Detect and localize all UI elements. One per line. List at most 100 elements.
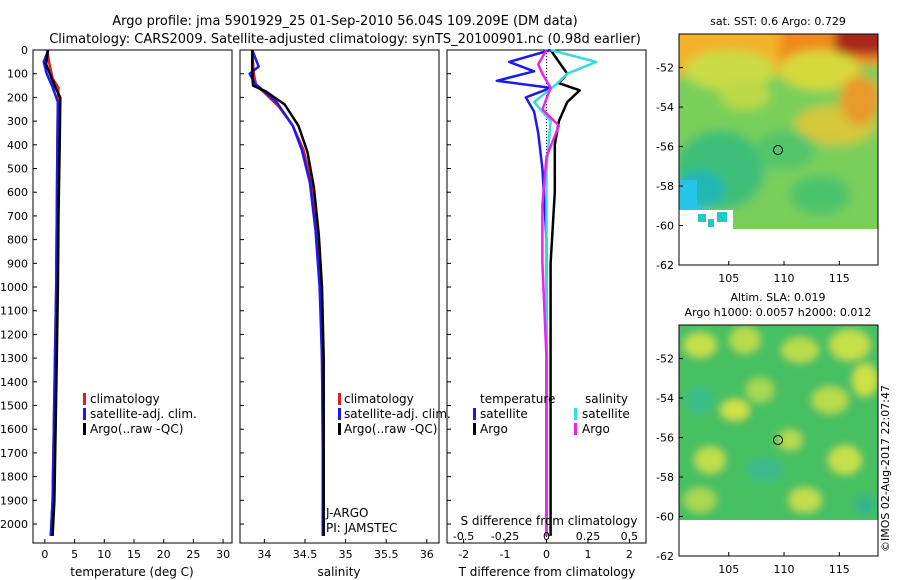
lat-tick-label: -60 xyxy=(656,220,674,233)
x-tick-label: 35.5 xyxy=(374,548,399,561)
legend-label-sal-satellite: satellite xyxy=(582,407,630,421)
lat-tick-label: -56 xyxy=(656,141,674,154)
x-tick-label: 5 xyxy=(71,548,78,561)
temperature-plot-frame xyxy=(32,49,233,544)
legend-swatch-argo xyxy=(338,423,341,435)
lat-tick-label: -60 xyxy=(656,511,674,524)
depth-tick-label: 1100 xyxy=(0,305,28,318)
lat-tick-label: -58 xyxy=(656,471,674,484)
depth-tick-label: 800 xyxy=(7,234,28,247)
salinity-xlabel: salinity xyxy=(317,565,360,579)
legend-swatch-satellite xyxy=(83,408,86,420)
argo-location-marker xyxy=(773,435,783,445)
x-tick-label: 34.5 xyxy=(293,548,318,561)
sst-map-title: sat. SST: 0.6 Argo: 0.729 xyxy=(710,15,846,28)
series-line xyxy=(532,48,598,536)
legend-swatch-climatology xyxy=(83,393,86,405)
difference-xlabel: T difference from climatology xyxy=(458,565,636,579)
sst-map-axes: 105 110 115 -52 -54 -56 -58 -60 -62 xyxy=(656,62,850,285)
depth-tick-label: 1500 xyxy=(0,400,28,413)
legend-title-salinity: salinity xyxy=(585,392,628,406)
legend-swatch-sal-satellite xyxy=(574,408,577,420)
difference-series xyxy=(495,48,598,536)
legend-swatch-satellite xyxy=(338,408,341,420)
x-tick-label: -2 xyxy=(458,548,469,561)
s-tick-label: 0 xyxy=(543,530,550,543)
salinity-x-axis: 34 34.5 35 35.5 36 xyxy=(257,539,434,561)
lat-tick-label: -56 xyxy=(656,432,674,445)
lat-tick-label: -62 xyxy=(656,550,674,563)
x-tick-label: 30 xyxy=(216,548,230,561)
series-line xyxy=(248,49,325,536)
depth-tick-label: 1000 xyxy=(0,281,28,294)
copyright-stamp: ©IMOS 02-Aug-2017 22:07:47 xyxy=(879,385,892,552)
x-tick-label: 36 xyxy=(420,548,434,561)
depth-tick-label: 1600 xyxy=(0,423,28,436)
lat-tick-label: -54 xyxy=(656,392,674,405)
annotation-jargo: J-ARGO xyxy=(325,506,368,520)
lat-tick-label: -52 xyxy=(656,62,674,75)
temperature-xlabel: temperature (deg C) xyxy=(70,565,193,579)
legend-swatch-argo xyxy=(83,423,86,435)
depth-tick-label: 1200 xyxy=(0,328,28,341)
depth-tick-label: 900 xyxy=(7,257,28,270)
annotation-pi: PI: JAMSTEC xyxy=(326,521,397,535)
salinity-plot-frame xyxy=(239,49,440,544)
legend-label-argo: Argo(..raw -QC) xyxy=(90,422,183,436)
lon-tick-label: 110 xyxy=(774,272,795,285)
x-tick-label: 1 xyxy=(584,548,591,561)
legend-label-sal-argo: Argo xyxy=(582,422,610,436)
salinity-legend: climatology satellite-adj. clim. Argo(..… xyxy=(338,392,451,436)
sst-land-mask xyxy=(679,210,878,265)
legend-swatch-temp-argo xyxy=(473,423,476,435)
x-tick-label: -1 xyxy=(500,548,511,561)
difference-legend: temperature salinity satellite Argo sate… xyxy=(473,392,630,436)
sst-map-frame xyxy=(678,33,879,266)
x-tick-label: 35 xyxy=(339,548,353,561)
difference-s-ticks: -0.5 -0.25 0 0.25 0.5 xyxy=(453,530,638,543)
x-tick-label: 25 xyxy=(186,548,200,561)
series-line xyxy=(250,50,325,536)
series-line xyxy=(536,49,561,536)
depth-tick-label: 2000 xyxy=(0,518,28,531)
sla-map-axes: 105 110 115 -52 -54 -56 -58 -60 -62 xyxy=(656,353,850,576)
lat-tick-label: -54 xyxy=(656,101,674,114)
sla-heatmap xyxy=(679,325,878,520)
x-tick-label: 15 xyxy=(127,548,141,561)
s-tick-label: 0.5 xyxy=(621,530,639,543)
difference-top-xlabel: S difference from climatology xyxy=(461,514,638,528)
figure-title-line2: Climatology: CARS2009. Satellite-adjuste… xyxy=(49,32,641,47)
legend-swatch-climatology xyxy=(338,393,341,405)
depth-tick-label: 600 xyxy=(7,186,28,199)
depth-tick-label: 200 xyxy=(7,91,28,104)
x-tick-label: 10 xyxy=(97,548,111,561)
depth-tick-label: 400 xyxy=(7,139,28,152)
lon-tick-label: 105 xyxy=(718,563,739,576)
legend-label-satellite: satellite-adj. clim. xyxy=(90,407,197,421)
lon-tick-label: 105 xyxy=(718,272,739,285)
x-tick-label: 0 xyxy=(543,548,550,561)
lat-tick-label: -58 xyxy=(656,180,674,193)
depth-tick-label: 700 xyxy=(7,210,28,223)
depth-tick-label: 1900 xyxy=(0,494,28,507)
x-tick-label: 2 xyxy=(626,548,633,561)
legend-label-climatology: climatology xyxy=(344,392,414,406)
legend-label-climatology: climatology xyxy=(90,392,160,406)
depth-tick-label: 300 xyxy=(7,115,28,128)
x-tick-label: 34 xyxy=(257,548,271,561)
lon-tick-label: 110 xyxy=(774,563,795,576)
sla-land-mask xyxy=(679,520,878,556)
s-tick-label: -0.25 xyxy=(491,530,519,543)
legend-label-temp-satellite: satellite xyxy=(480,407,528,421)
series-line xyxy=(250,49,325,536)
legend-title-temperature: temperature xyxy=(480,392,555,406)
depth-tick-label: 500 xyxy=(7,163,28,176)
sla-map-subtitle: Argo h1000: 0.0057 h2000: 0.012 xyxy=(685,306,872,319)
legend-swatch-sal-argo xyxy=(574,423,577,435)
depth-tick-label: 1300 xyxy=(0,352,28,365)
lat-tick-label: -62 xyxy=(656,259,674,272)
figure-title-line1: Argo profile: jma 5901929_25 01-Sep-2010… xyxy=(112,14,578,29)
legend-label-satellite: satellite-adj. clim. xyxy=(344,407,451,421)
legend-swatch-temp-satellite xyxy=(473,408,476,420)
